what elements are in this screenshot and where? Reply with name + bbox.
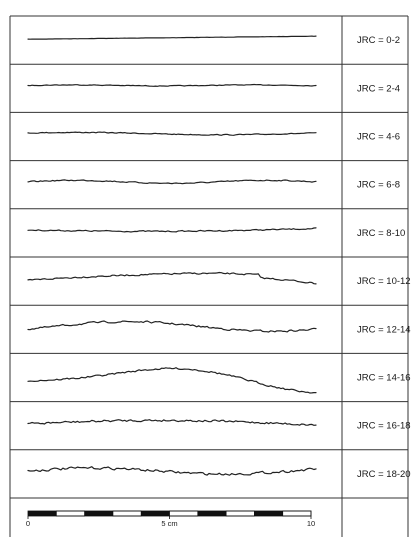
jrc-label: JRC = 0-2 — [357, 35, 400, 46]
scale-bar-segment — [197, 511, 227, 516]
table-grid — [9, 15, 409, 537]
roughness-profile-line — [27, 466, 317, 476]
roughness-profile-line — [27, 271, 317, 285]
scale-bar-segment — [282, 510, 312, 517]
scale-bar-segment — [225, 510, 255, 517]
scale-bar-segment — [112, 510, 142, 517]
jrc-label: JRC = 14-16 — [357, 373, 411, 384]
roughness-profile-line — [27, 227, 317, 233]
scale-bar-segment — [55, 510, 85, 517]
scale-bar-tick-label: 10 — [307, 519, 315, 528]
scale-bar-tick-label: 0 — [26, 519, 30, 528]
roughness-profile-line — [27, 131, 317, 136]
roughness-profile-line — [27, 35, 317, 40]
scale-bar-segment — [141, 511, 170, 516]
roughness-profiles — [27, 35, 317, 476]
jrc-label: JRC = 6-8 — [357, 180, 400, 191]
jrc-label: JRC = 18-20 — [357, 469, 411, 480]
jrc-label: JRC = 10-12 — [357, 276, 411, 287]
jrc-label: JRC = 8-10 — [357, 228, 405, 239]
scale-bar: 0 5 cm 10 — [26, 510, 315, 528]
roughness-profile-line — [27, 320, 317, 333]
roughness-profile-line — [27, 179, 317, 185]
roughness-profile-line — [27, 367, 317, 394]
roughness-profile-line — [27, 419, 317, 426]
jrc-label: JRC = 16-18 — [357, 421, 411, 432]
scale-bar-tick-label: 5 cm — [161, 519, 177, 528]
jrc-labels: JRC = 0-2 JRC = 2-4 JRC = 4-6 JRC = 6-8 JRC … — [357, 35, 411, 480]
jrc-label: JRC = 2-4 — [357, 83, 400, 94]
jrc-label: JRC = 12-14 — [357, 324, 411, 335]
scale-bar-segment — [84, 511, 113, 516]
scale-bar-segment — [28, 511, 57, 516]
roughness-profile-line — [27, 83, 317, 87]
jrc-label: JRC = 4-6 — [357, 132, 400, 143]
scale-bar-segment — [254, 511, 283, 516]
scale-bar-segment — [169, 510, 199, 517]
